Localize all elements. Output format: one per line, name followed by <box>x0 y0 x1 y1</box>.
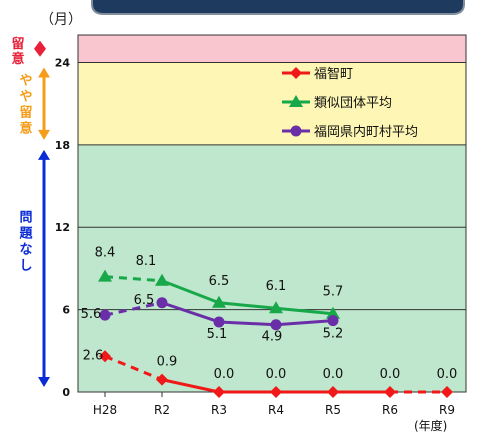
data-label: 5.6 <box>81 307 102 322</box>
data-label: 4.9 <box>262 330 283 345</box>
x-tick-R3: R3 <box>211 403 227 417</box>
band-label-char: 意 <box>19 121 32 137</box>
series-segment <box>104 301 163 317</box>
y-tick-0: 0 <box>62 386 70 399</box>
data-point <box>99 350 111 363</box>
x-axis-unit: (年度) <box>414 418 447 433</box>
y-tick-12: 12 <box>55 221 70 234</box>
data-point <box>155 273 169 286</box>
series-1: 8.4 8.1 6.5 6.1 5.7 <box>95 246 344 319</box>
band-0 <box>78 35 466 63</box>
y-tick-18: 18 <box>55 139 70 152</box>
data-point <box>441 386 453 398</box>
series-segment <box>104 354 163 382</box>
x-tick-R4: R4 <box>268 403 284 417</box>
data-point <box>270 319 282 331</box>
data-point <box>99 309 111 321</box>
band-arrow-0 <box>34 40 46 57</box>
band-arrow-head <box>38 377 50 387</box>
series-segment <box>161 279 220 305</box>
x-tick-R5: R5 <box>325 403 341 417</box>
data-label: 0.0 <box>266 367 287 382</box>
legend-label-0: 福智町 <box>314 67 353 82</box>
x-tick-H28: H28 <box>93 403 117 417</box>
x-tick-R9: R9 <box>439 403 455 417</box>
series-segment <box>161 301 220 324</box>
data-label: 8.1 <box>136 254 157 269</box>
y-unit-label: （月） <box>40 12 82 28</box>
data-point <box>213 386 225 398</box>
data-point <box>213 316 225 328</box>
legend-marker-1 <box>289 95 303 107</box>
series-segment <box>275 319 334 327</box>
band-label-char: や <box>19 74 32 89</box>
data-point <box>98 269 112 282</box>
series-segment <box>104 275 163 283</box>
data-label: 0.9 <box>157 355 178 370</box>
legend-marker-0 <box>290 67 302 79</box>
band-label-char: 意 <box>11 51 24 67</box>
x-tick-R2: R2 <box>154 403 170 417</box>
data-label: 0.0 <box>437 367 458 382</box>
band-label-char: し <box>19 258 32 273</box>
data-point <box>269 301 283 314</box>
x-tick-R6: R6 <box>382 403 398 417</box>
legend-label-1: 類似団体平均 <box>314 96 392 111</box>
series-2: 5.6 6.5 5.1 4.9 5.2 <box>81 293 344 345</box>
band-label-char: 留 <box>19 105 32 121</box>
data-point <box>327 315 339 327</box>
band-arrow-head <box>38 67 50 78</box>
header-banner <box>91 0 465 15</box>
data-label: 0.0 <box>214 367 235 382</box>
data-label: 0.0 <box>323 367 344 382</box>
data-point <box>156 373 168 386</box>
series-0: 2.6 0.9 0.0 0.0 0.0 0.0 0.0 <box>83 348 458 398</box>
data-label: 6.5 <box>209 274 230 289</box>
y-tick-6: 6 <box>62 304 70 317</box>
series-segment <box>218 320 277 327</box>
data-label: 8.4 <box>95 246 116 261</box>
data-label: 2.6 <box>83 348 104 363</box>
band-label-char: な <box>19 242 32 257</box>
data-point <box>384 386 396 398</box>
series-segment <box>218 301 277 310</box>
data-point <box>212 295 226 308</box>
data-point <box>327 386 339 398</box>
legend-marker-2 <box>290 125 302 137</box>
y-tick-24: 24 <box>55 56 71 69</box>
data-label: 6.1 <box>266 279 287 294</box>
band-2 <box>78 144 466 392</box>
band-arrow-head <box>38 129 50 140</box>
band-1 <box>78 62 466 145</box>
data-point <box>270 386 282 398</box>
data-point <box>156 297 168 309</box>
band-arrow-head <box>38 149 50 160</box>
series-segment <box>275 306 334 316</box>
data-label: 0.0 <box>380 367 401 382</box>
data-label: 5.1 <box>207 327 228 342</box>
data-label: 5.7 <box>323 285 344 300</box>
data-label: 5.2 <box>323 327 344 342</box>
band-label-char: 問 <box>19 210 32 225</box>
band-label-char: 題 <box>19 226 33 241</box>
data-point <box>326 306 340 319</box>
legend-label-2: 福岡県内町村平均 <box>314 124 418 140</box>
band-label-char: や <box>19 90 32 105</box>
band-label-char: 留 <box>11 36 24 52</box>
data-label: 6.5 <box>134 293 155 308</box>
series-segment <box>161 378 220 394</box>
